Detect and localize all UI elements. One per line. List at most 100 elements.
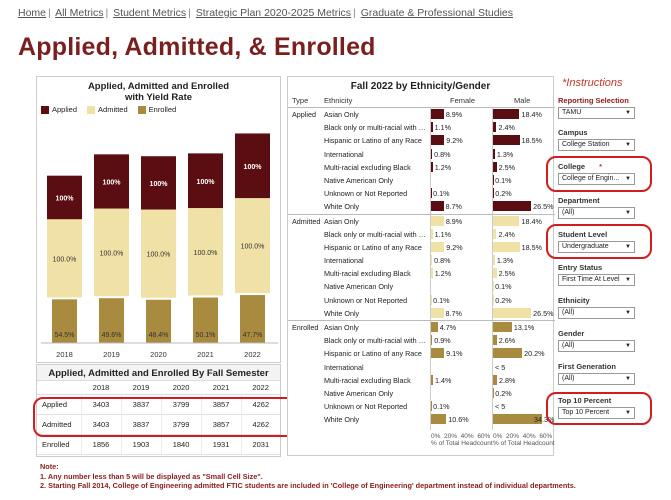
female-bar[interactable] xyxy=(431,335,433,346)
department-dropdown[interactable]: (All) ▼ xyxy=(558,207,635,219)
bar-admitted[interactable] xyxy=(94,208,129,297)
male-bar[interactable] xyxy=(493,148,495,159)
eth-row[interactable]: Black only or multi-racial with Bl.. 1.1%… xyxy=(288,228,555,241)
table-row-enrolled[interactable]: Enrolled 1856 1903 1840 1931 2031 xyxy=(37,434,280,455)
female-bar[interactable] xyxy=(431,122,433,133)
male-bar[interactable] xyxy=(493,109,520,119)
chart-legend: Applied Admitted Enrolled xyxy=(41,105,176,114)
chevron-down-icon: ▼ xyxy=(625,310,631,316)
eth-row[interactable]: Multi-racial excluding Black 1.2% 2.5% xyxy=(288,161,555,174)
female-bar[interactable] xyxy=(431,348,445,359)
table-row-admitted[interactable]: Admitted 3403 3837 3799 3857 4262 xyxy=(37,414,280,435)
bar-admitted[interactable] xyxy=(235,198,270,294)
female-bar[interactable] xyxy=(431,255,433,266)
eth-row[interactable]: Multi-racial excluding Black 1.4% 2.8% xyxy=(288,374,555,387)
eth-row[interactable]: Hispanic or Latino of any Race 9.2% 18.5% xyxy=(288,241,555,254)
male-bar[interactable] xyxy=(493,322,512,332)
college-dropdown[interactable]: College of Engin... ▼ xyxy=(558,173,635,185)
bar-admitted[interactable] xyxy=(141,209,176,298)
breadcrumb-home-link[interactable]: Home xyxy=(18,7,47,19)
gender-dropdown[interactable]: (All) ▼ xyxy=(558,340,635,352)
eth-row[interactable]: Native American Only 0.2% xyxy=(288,387,555,400)
bar-applied[interactable] xyxy=(188,153,223,209)
bar-admitted[interactable] xyxy=(47,219,82,298)
legend-enrolled[interactable]: Enrolled xyxy=(137,105,176,114)
ethnicity-dropdown[interactable]: (All) ▼ xyxy=(558,307,635,319)
eth-row[interactable]: Native American Only 0.1% xyxy=(288,280,555,293)
female-bar[interactable] xyxy=(431,268,433,279)
female-bar[interactable] xyxy=(431,109,444,119)
eth-row[interactable]: Black only or multi-racial with Bl.. 1.1%… xyxy=(288,121,555,134)
female-bar[interactable] xyxy=(431,228,433,239)
eth-row[interactable]: Multi-racial excluding Black 1.2% 2.5% xyxy=(288,267,555,280)
eth-row[interactable]: International 0.8% 1.3% xyxy=(288,148,555,161)
eth-row[interactable]: Unknown or Not Reported 0.1% 0.2% xyxy=(288,187,555,200)
male-bar[interactable] xyxy=(493,215,520,226)
bar-enrolled[interactable] xyxy=(146,299,171,343)
bar-applied[interactable] xyxy=(47,175,82,220)
female-bar[interactable] xyxy=(431,201,444,212)
male-value: 2.6% xyxy=(498,336,516,346)
eth-row[interactable]: International < 5 xyxy=(288,361,555,374)
female-bar[interactable] xyxy=(431,322,438,332)
female-bar[interactable] xyxy=(431,148,433,159)
male-bar[interactable] xyxy=(493,268,497,279)
eth-row[interactable]: White Only 8.7% 26.5% xyxy=(288,200,555,213)
female-bar[interactable] xyxy=(431,161,433,172)
eth-row[interactable]: Black only or multi-racial with Bl.. 0.9%… xyxy=(288,334,555,347)
eth-row[interactable]: Unknown or Not Reported 0.1% < 5 xyxy=(288,400,555,413)
eth-row[interactable]: Native American Only 0.1% xyxy=(288,174,555,187)
male-bar[interactable] xyxy=(493,348,523,359)
breadcrumb-student-metrics-link[interactable]: Student Metrics xyxy=(113,7,187,19)
female-bar[interactable] xyxy=(431,307,444,318)
male-bar[interactable] xyxy=(493,161,497,172)
bar-enrolled[interactable] xyxy=(52,299,77,343)
male-bar[interactable] xyxy=(493,255,495,266)
male-bar[interactable] xyxy=(493,374,498,385)
male-bar[interactable] xyxy=(493,228,497,239)
eth-row[interactable]: Hispanic or Latino of any Race 9.2% 18.5% xyxy=(288,134,555,147)
breadcrumb-strategic-plan-link[interactable]: Strategic Plan 2020-2025 Metrics xyxy=(195,7,352,19)
eth-group-applied: Applied Asian Only 8.9% 18.4% Black only or … xyxy=(288,107,555,214)
eth-row[interactable]: Enrolled Asian Only 4.7% 13.1% xyxy=(288,321,555,334)
bar-applied[interactable] xyxy=(141,156,176,210)
bar-applied[interactable] xyxy=(235,133,270,199)
eth-row[interactable]: White Only 10.6% 34.3% xyxy=(288,413,555,426)
first-generation-dropdown[interactable]: (All) ▼ xyxy=(558,373,635,385)
female-bar[interactable] xyxy=(431,414,447,425)
instructions-link[interactable]: *Instructions xyxy=(562,77,623,89)
eth-row[interactable]: Unknown or Not Reported 0.1% 0.2% xyxy=(288,294,555,307)
campus-dropdown[interactable]: College Station ▼ xyxy=(558,139,635,151)
breadcrumb-all-metrics-link[interactable]: All Metrics xyxy=(55,7,104,19)
male-bar[interactable] xyxy=(493,241,520,252)
eth-row[interactable]: Applied Asian Only 8.9% 18.4% xyxy=(288,108,555,121)
eth-row[interactable]: Hispanic or Latino of any Race 9.1% 20.2% xyxy=(288,347,555,360)
bar-admitted[interactable] xyxy=(188,208,223,296)
female-bar[interactable] xyxy=(431,241,445,252)
reporting-selection-dropdown[interactable]: TAMU ▼ xyxy=(558,107,635,119)
female-bar[interactable] xyxy=(431,215,444,226)
legend-admitted[interactable]: Admitted xyxy=(87,105,128,114)
eth-row[interactable]: Admitted Asian Only 8.9% 18.4% xyxy=(288,215,555,228)
male-bar[interactable] xyxy=(493,335,497,346)
female-bar[interactable] xyxy=(431,374,434,385)
male-bar[interactable] xyxy=(493,201,532,212)
eth-row[interactable]: White Only 8.7% 26.5% xyxy=(288,307,555,320)
legend-applied[interactable]: Applied xyxy=(41,105,77,114)
top10-dropdown[interactable]: Top 10 Percent ▼ xyxy=(558,407,635,419)
bar-enrolled[interactable] xyxy=(240,295,265,343)
table-row-applied[interactable]: Applied 3403 3837 3799 3857 4262 xyxy=(37,394,280,415)
male-bar[interactable] xyxy=(493,307,532,318)
entry-status-dropdown[interactable]: First Time At Level ▼ xyxy=(558,274,635,286)
female-bar[interactable] xyxy=(431,135,445,146)
student-level-dropdown[interactable]: Undergraduate ▼ xyxy=(558,241,635,253)
breadcrumb-grad-prof-link[interactable]: Graduate & Professional Studies xyxy=(360,7,514,19)
yield-pct-label: 48.4% xyxy=(149,332,169,339)
eth-row[interactable]: International 0.8% 1.3% xyxy=(288,254,555,267)
bar-enrolled[interactable] xyxy=(99,298,124,343)
bar-enrolled[interactable] xyxy=(193,297,218,343)
bar-applied[interactable] xyxy=(94,154,129,209)
male-bar[interactable] xyxy=(493,122,497,133)
male-bar[interactable] xyxy=(493,414,543,425)
male-bar[interactable] xyxy=(493,135,520,146)
